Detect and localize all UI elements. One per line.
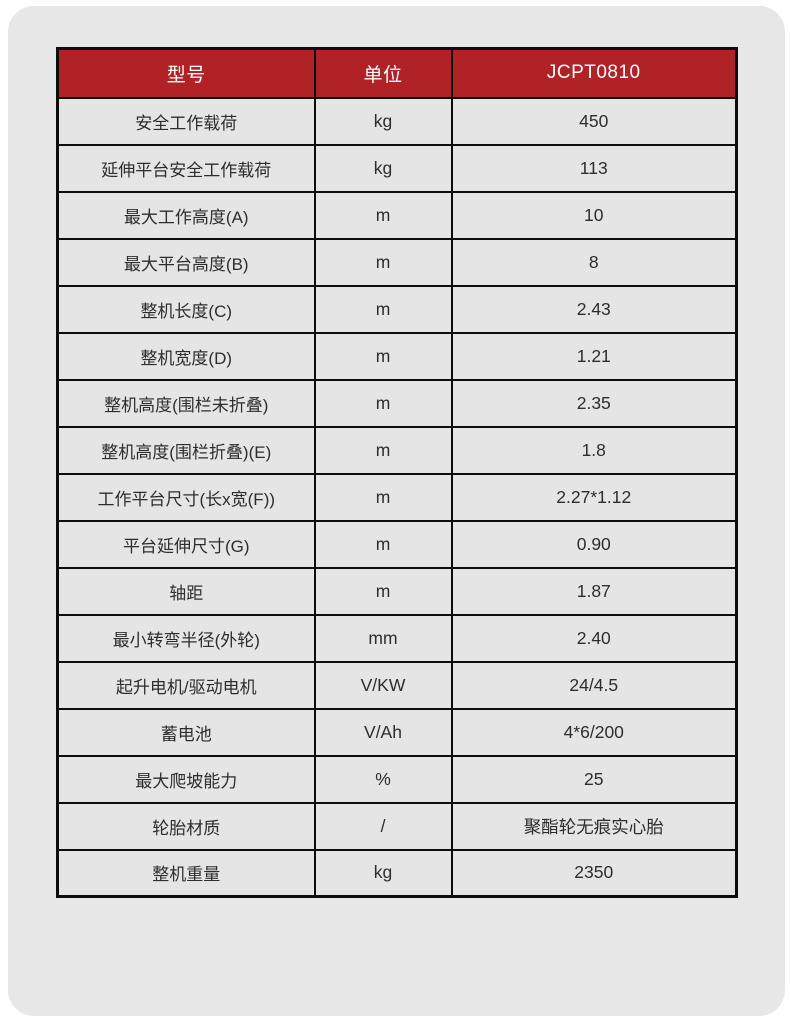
table-row: 整机高度(围栏折叠)(E) m 1.8 — [56, 425, 738, 475]
spec-value-cell: 0.90 — [450, 519, 738, 569]
table-row: 蓄电池 V/Ah 4*6/200 — [56, 707, 738, 757]
spec-label-cell: 安全工作载荷 — [56, 96, 316, 146]
spec-label-cell: 最大工作高度(A) — [56, 190, 316, 240]
spec-value-cell: 113 — [450, 143, 738, 193]
spec-label-cell: 最大爬坡能力 — [56, 754, 316, 804]
spec-unit-cell: mm — [313, 613, 453, 663]
spec-unit-cell: m — [313, 284, 453, 334]
spec-value-cell: 1.87 — [450, 566, 738, 616]
spec-label-cell: 轴距 — [56, 566, 316, 616]
table-row: 起升电机/驱动电机 V/KW 24/4.5 — [56, 660, 738, 710]
table-row: 安全工作载荷 kg 450 — [56, 96, 738, 146]
spec-value-cell: 10 — [450, 190, 738, 240]
spec-value-cell: 1.8 — [450, 425, 738, 475]
spec-label-cell: 平台延伸尺寸(G) — [56, 519, 316, 569]
table-row: 最大爬坡能力 % 25 — [56, 754, 738, 804]
spec-value-cell: 1.21 — [450, 331, 738, 381]
spec-label-cell: 整机高度(围栏未折叠) — [56, 378, 316, 428]
spec-value-cell: 聚酯轮无痕实心胎 — [450, 801, 738, 851]
spec-value-cell: 2.43 — [450, 284, 738, 334]
spec-label-cell: 蓄电池 — [56, 707, 316, 757]
column-header-unit: 单位 — [313, 47, 453, 99]
spec-unit-cell: m — [313, 472, 453, 522]
table-row: 轴距 m 1.87 — [56, 566, 738, 616]
spec-value-cell: 24/4.5 — [450, 660, 738, 710]
column-header-value: JCPT0810 — [450, 47, 738, 99]
spec-value-cell: 4*6/200 — [450, 707, 738, 757]
spec-unit-cell: m — [313, 331, 453, 381]
spec-unit-cell: m — [313, 519, 453, 569]
spec-unit-cell: m — [313, 425, 453, 475]
spec-label-cell: 工作平台尺寸(长x宽(F)) — [56, 472, 316, 522]
spec-unit-cell: kg — [313, 848, 453, 898]
spec-value-cell: 8 — [450, 237, 738, 287]
spec-value-cell: 2.35 — [450, 378, 738, 428]
spec-label-cell: 整机高度(围栏折叠)(E) — [56, 425, 316, 475]
table-row: 轮胎材质 / 聚酯轮无痕实心胎 — [56, 801, 738, 851]
spec-unit-cell: % — [313, 754, 453, 804]
spec-label-cell: 延伸平台安全工作载荷 — [56, 143, 316, 193]
spec-label-cell: 轮胎材质 — [56, 801, 316, 851]
spec-label-cell: 最小转弯半径(外轮) — [56, 613, 316, 663]
table-row: 整机长度(C) m 2.43 — [56, 284, 738, 334]
spec-table: 型号 单位 JCPT0810 安全工作载荷 kg 450 延伸平台安全工作载荷 … — [56, 47, 738, 898]
spec-label-cell: 整机重量 — [56, 848, 316, 898]
spec-value-cell: 25 — [450, 754, 738, 804]
spec-unit-cell: / — [313, 801, 453, 851]
spec-unit-cell: kg — [313, 143, 453, 193]
content-panel: 型号 单位 JCPT0810 安全工作载荷 kg 450 延伸平台安全工作载荷 … — [8, 6, 785, 1016]
column-header-model: 型号 — [56, 47, 316, 99]
spec-label-cell: 整机宽度(D) — [56, 331, 316, 381]
table-row: 最大平台高度(B) m 8 — [56, 237, 738, 287]
table-row: 整机重量 kg 2350 — [56, 848, 738, 898]
spec-unit-cell: m — [313, 566, 453, 616]
table-row: 整机宽度(D) m 1.21 — [56, 331, 738, 381]
spec-unit-cell: kg — [313, 96, 453, 146]
table-row: 最小转弯半径(外轮) mm 2.40 — [56, 613, 738, 663]
spec-value-cell: 2.27*1.12 — [450, 472, 738, 522]
spec-value-cell: 2.40 — [450, 613, 738, 663]
table-row: 整机高度(围栏未折叠) m 2.35 — [56, 378, 738, 428]
spec-unit-cell: m — [313, 190, 453, 240]
spec-label-cell: 最大平台高度(B) — [56, 237, 316, 287]
table-row: 平台延伸尺寸(G) m 0.90 — [56, 519, 738, 569]
page: { "colors": { "header_bg": "#B02226", "h… — [8, 6, 785, 1016]
spec-unit-cell: V/KW — [313, 660, 453, 710]
spec-unit-cell: V/Ah — [313, 707, 453, 757]
table-row: 延伸平台安全工作载荷 kg 113 — [56, 143, 738, 193]
spec-label-cell: 整机长度(C) — [56, 284, 316, 334]
table-row: 最大工作高度(A) m 10 — [56, 190, 738, 240]
spec-value-cell: 2350 — [450, 848, 738, 898]
table-header-row: 型号 单位 JCPT0810 — [56, 47, 738, 99]
spec-unit-cell: m — [313, 237, 453, 287]
spec-unit-cell: m — [313, 378, 453, 428]
spec-label-cell: 起升电机/驱动电机 — [56, 660, 316, 710]
table-row: 工作平台尺寸(长x宽(F)) m 2.27*1.12 — [56, 472, 738, 522]
spec-value-cell: 450 — [450, 96, 738, 146]
